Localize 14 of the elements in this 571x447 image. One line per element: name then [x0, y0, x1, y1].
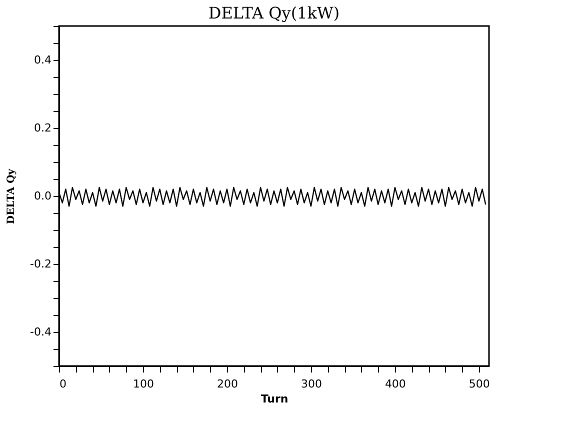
x-axis-title: Turn — [260, 392, 288, 406]
y-tick-label: -0.4 — [30, 326, 52, 338]
y-tick-label: 0.0 — [34, 190, 52, 202]
x-tick-label: 100 — [132, 378, 154, 390]
chart-title: DELTA Qy(1kW) — [208, 4, 340, 22]
y-axis-title: DELTA Qy — [6, 168, 18, 224]
y-tick-label: 0.4 — [34, 54, 52, 66]
x-tick-label: 500 — [468, 378, 490, 390]
y-tick-label: 0.2 — [34, 122, 52, 134]
x-tick-label: 0 — [60, 378, 66, 390]
x-tick-label: 200 — [216, 378, 238, 390]
x-tick-label: 300 — [300, 378, 322, 390]
y-tick-label: -0.2 — [30, 258, 52, 270]
x-tick-label: 400 — [384, 378, 406, 390]
